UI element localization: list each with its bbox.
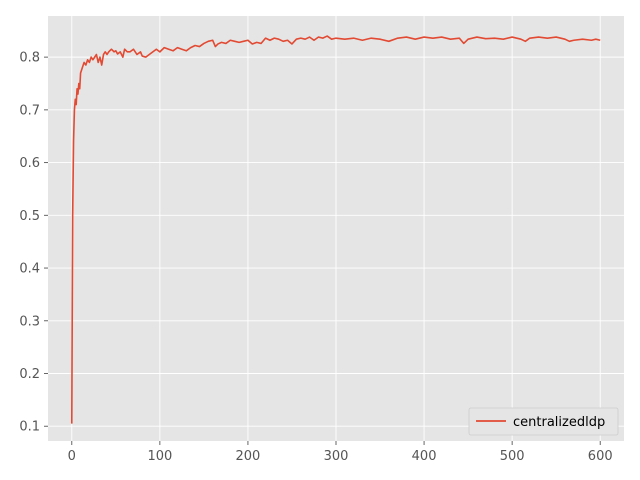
x-tick-label: 0 <box>68 449 76 464</box>
y-tick-label: 0.6 <box>19 156 40 171</box>
x-tick-label: 200 <box>236 449 261 464</box>
legend: centralizedldp <box>468 407 619 436</box>
y-tick-label: 0.8 <box>19 51 40 66</box>
y-tick-label: 0.4 <box>19 262 40 277</box>
x-tick-label: 100 <box>147 449 172 464</box>
y-tick-label: 0.1 <box>19 420 40 435</box>
x-tick-label: 600 <box>588 449 613 464</box>
x-tick-label: 300 <box>324 449 349 464</box>
x-tick-label: 500 <box>500 449 525 464</box>
y-tick-label: 0.7 <box>19 103 40 118</box>
series-line-centralizedldp <box>70 35 601 424</box>
y-axis: 0.1 0.2 0.3 0.4 0.5 0.6 0.7 0.8 <box>19 51 48 435</box>
x-axis: 0 100 200 300 400 500 600 <box>68 441 613 464</box>
series-layer <box>70 35 601 424</box>
grid-lines <box>48 16 624 441</box>
y-tick-label: 0.3 <box>19 314 40 329</box>
y-tick-label: 0.2 <box>19 367 40 382</box>
legend-label: centralizedldp <box>513 415 605 430</box>
x-tick-label: 400 <box>412 449 437 464</box>
legend-box <box>468 407 619 436</box>
y-tick-label: 0.5 <box>19 209 40 224</box>
